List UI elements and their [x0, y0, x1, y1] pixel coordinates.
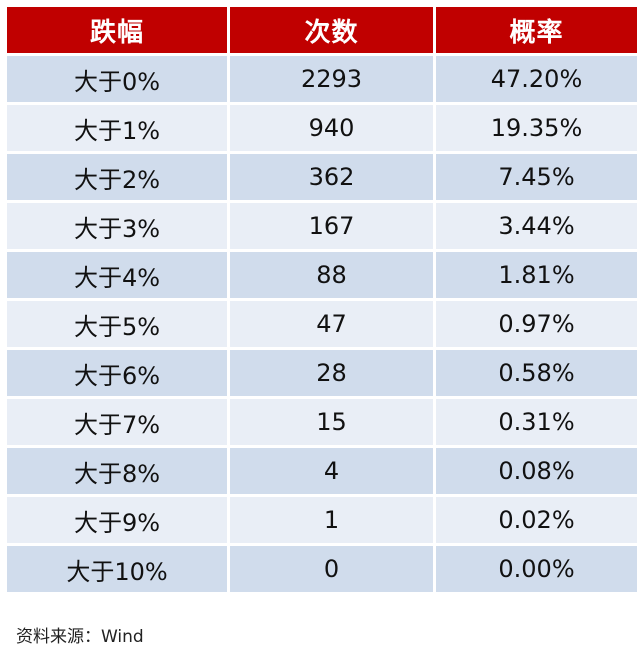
cell-count: 1 [230, 497, 433, 543]
cell-probability: 0.08% [436, 448, 637, 494]
cell-decline: 大于4% [7, 252, 227, 298]
cell-probability: 0.02% [436, 497, 637, 543]
table-row: 大于8% 4 0.08% [7, 448, 637, 494]
cell-decline: 大于0% [7, 56, 227, 102]
table-row: 大于6% 28 0.58% [7, 350, 637, 396]
cell-count: 2293 [230, 56, 433, 102]
cell-count: 28 [230, 350, 433, 396]
cell-decline: 大于10% [7, 546, 227, 592]
cell-count: 362 [230, 154, 433, 200]
data-table-container: 跌幅 次数 概率 大于0% 2293 47.20% 大于1% 940 19.35… [4, 4, 637, 595]
cell-count: 4 [230, 448, 433, 494]
cell-probability: 19.35% [436, 105, 637, 151]
table-header-row: 跌幅 次数 概率 [7, 7, 637, 53]
header-probability: 概率 [436, 7, 637, 53]
cell-decline: 大于9% [7, 497, 227, 543]
cell-probability: 0.97% [436, 301, 637, 347]
table-row: 大于10% 0 0.00% [7, 546, 637, 592]
cell-count: 47 [230, 301, 433, 347]
cell-count: 940 [230, 105, 433, 151]
cell-decline: 大于8% [7, 448, 227, 494]
table-row: 大于3% 167 3.44% [7, 203, 637, 249]
cell-count: 15 [230, 399, 433, 445]
cell-count: 88 [230, 252, 433, 298]
table-row: 大于9% 1 0.02% [7, 497, 637, 543]
cell-probability: 47.20% [436, 56, 637, 102]
table-row: 大于7% 15 0.31% [7, 399, 637, 445]
drop-probability-table: 跌幅 次数 概率 大于0% 2293 47.20% 大于1% 940 19.35… [4, 4, 638, 595]
cell-decline: 大于5% [7, 301, 227, 347]
header-decline: 跌幅 [7, 7, 227, 53]
cell-probability: 0.00% [436, 546, 637, 592]
table-row: 大于5% 47 0.97% [7, 301, 637, 347]
cell-decline: 大于3% [7, 203, 227, 249]
header-count: 次数 [230, 7, 433, 53]
cell-probability: 7.45% [436, 154, 637, 200]
cell-decline: 大于1% [7, 105, 227, 151]
cell-probability: 3.44% [436, 203, 637, 249]
cell-decline: 大于7% [7, 399, 227, 445]
table-row: 大于1% 940 19.35% [7, 105, 637, 151]
source-note: 资料来源：Wind [16, 627, 144, 647]
cell-probability: 1.81% [436, 252, 637, 298]
table-row: 大于2% 362 7.45% [7, 154, 637, 200]
cell-count: 167 [230, 203, 433, 249]
cell-probability: 0.31% [436, 399, 637, 445]
table-row: 大于0% 2293 47.20% [7, 56, 637, 102]
cell-count: 0 [230, 546, 433, 592]
cell-decline: 大于2% [7, 154, 227, 200]
table-row: 大于4% 88 1.81% [7, 252, 637, 298]
cell-probability: 0.58% [436, 350, 637, 396]
cell-decline: 大于6% [7, 350, 227, 396]
